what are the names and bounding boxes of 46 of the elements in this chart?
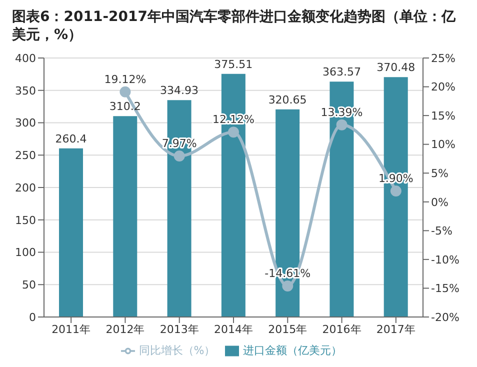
x-tick-label: 2016年 (322, 322, 362, 336)
y-tick-label: 50 (22, 278, 36, 292)
legend-label: 同比增长（%） (138, 344, 216, 357)
data-label: 375.51 (214, 58, 253, 71)
y-tick-label: 350 (15, 84, 36, 98)
point (174, 150, 185, 162)
data-label: 334.93 (160, 84, 199, 98)
y2-tick-label: -10% (431, 253, 460, 266)
y-tick-label: 250 (15, 149, 36, 162)
data-label: 363.57 (322, 66, 361, 79)
y-tick-label: 100 (15, 246, 36, 260)
point (336, 119, 348, 130)
x-tick-label: 2015年 (268, 322, 308, 336)
data-label: 320.65 (268, 93, 307, 106)
y-tick-label: 150 (15, 214, 36, 227)
y-tick-label: 300 (15, 116, 36, 130)
data-label: 260.4 (55, 132, 87, 146)
bar (113, 116, 138, 317)
bar (59, 148, 83, 317)
point (120, 86, 131, 98)
data-label: 370.48 (376, 61, 416, 74)
y2-tick-label: -15% (431, 282, 460, 296)
point (390, 185, 402, 196)
x-tick-label: 2017年 (376, 322, 416, 336)
y2-tick-label: -5% (431, 224, 452, 238)
point (228, 126, 239, 138)
x-tick-label: 2013年 (160, 322, 199, 336)
chart-title: 图表6：2011-2017年中国汽车零部件进口金额变化趋势图（单位：亿美元，%） (12, 8, 456, 44)
x-tick-label: 2012年 (106, 322, 145, 336)
x-tick-label: 2011年 (52, 322, 91, 336)
data-label: 19.12% (104, 72, 146, 86)
y2-tick-label: 15% (431, 109, 456, 122)
y-tick-label: 0 (29, 310, 36, 324)
y2-tick-label: 5% (431, 167, 448, 180)
y2-tick-label: 10% (431, 138, 456, 152)
data-label: -14.61% (264, 266, 311, 280)
y2-tick-label: -20% (431, 310, 460, 324)
point (282, 280, 294, 292)
legend-label: 进口金额（亿美元） (243, 344, 342, 357)
y2-tick-label: 20% (431, 80, 456, 94)
y2-tick-label: 0% (431, 196, 448, 209)
y-tick-label: 400 (15, 52, 36, 65)
y-tick-label: 200 (15, 181, 36, 194)
data-label: 310.2 (109, 100, 141, 114)
x-tick-label: 2014年 (214, 322, 253, 336)
y2-tick-label: 25% (431, 52, 456, 65)
